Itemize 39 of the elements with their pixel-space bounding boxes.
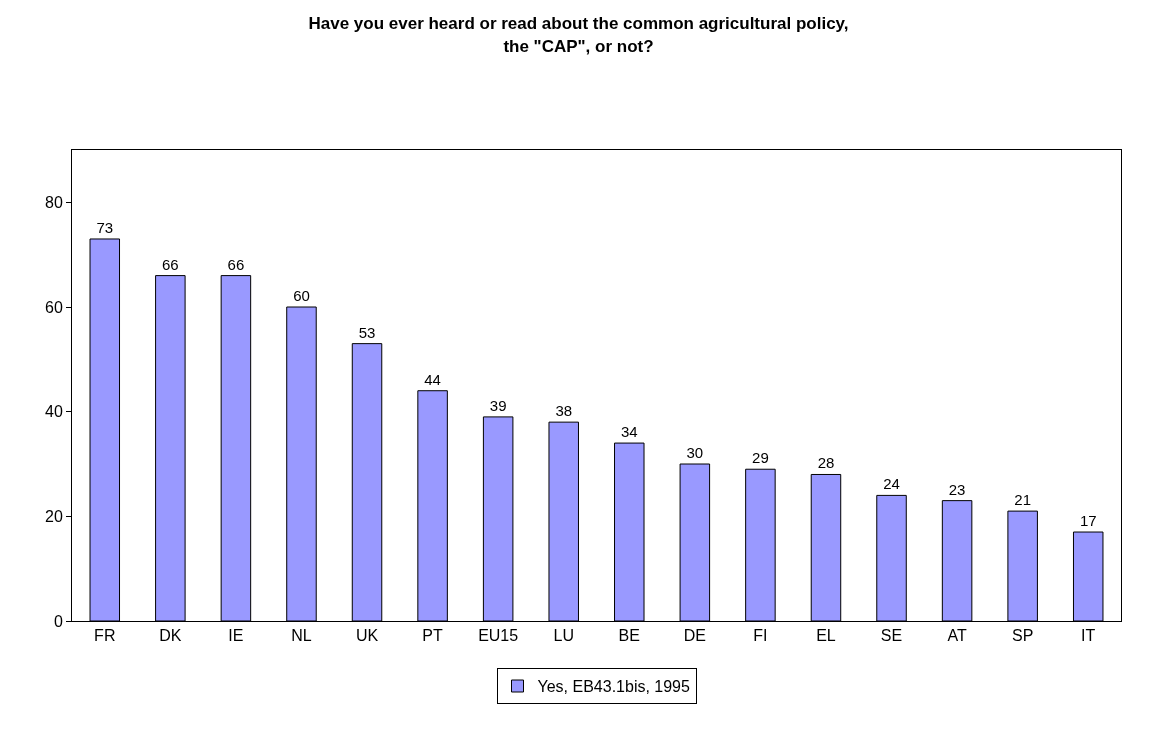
- x-tick-label: DE: [683, 627, 706, 645]
- y-tick-label: 0: [53, 612, 63, 630]
- data-label: 60: [293, 287, 310, 304]
- y-tick-label: 60: [45, 298, 63, 316]
- y-tick-label: 40: [45, 403, 63, 421]
- x-tick-label: PT: [422, 627, 444, 645]
- x-tick-label: FR: [94, 627, 116, 645]
- y-tick-label: 20: [45, 507, 63, 525]
- data-label: 53: [358, 323, 376, 341]
- chart-title: Have you ever heard or read about the common agricultural policy, the "CAP", or not?: [308, 14, 849, 56]
- data-label: 44: [424, 370, 441, 388]
- data-label: 34: [620, 423, 638, 441]
- data-label: 24: [883, 475, 900, 493]
- x-tick-label: IE: [228, 627, 244, 645]
- data-label: 39: [489, 396, 507, 414]
- x-tick-label: LU: [553, 627, 574, 645]
- x-tick-label: FI: [753, 627, 768, 645]
- data-label: 23: [948, 480, 966, 498]
- data-label: 29: [752, 449, 769, 467]
- x-tick-label: IT: [1081, 627, 1096, 645]
- x-tick-label: NL: [291, 627, 312, 645]
- data-label: 73: [96, 218, 114, 236]
- data-label: 38: [555, 402, 573, 420]
- x-tick-label: AT: [947, 627, 967, 645]
- x-tick-label: EL: [816, 627, 836, 645]
- data-label: 21: [1014, 491, 1031, 509]
- data-label: 17: [1079, 512, 1097, 530]
- y-tick-label: 80: [45, 193, 63, 211]
- data-label: 66: [227, 255, 245, 273]
- x-tick-label: UK: [355, 627, 379, 645]
- x-tick-label: SP: [1011, 627, 1034, 645]
- legend-label: Yes, EB43.1bis, 1995: [537, 678, 691, 696]
- data-label: 28: [817, 454, 835, 472]
- x-tick-label: SE: [880, 627, 903, 645]
- x-tick-label: DK: [159, 627, 182, 645]
- x-tick-label: EU15: [478, 627, 519, 645]
- data-label: 30: [686, 444, 704, 461]
- x-tick-label: BE: [618, 627, 640, 645]
- data-label: 66: [162, 255, 179, 273]
